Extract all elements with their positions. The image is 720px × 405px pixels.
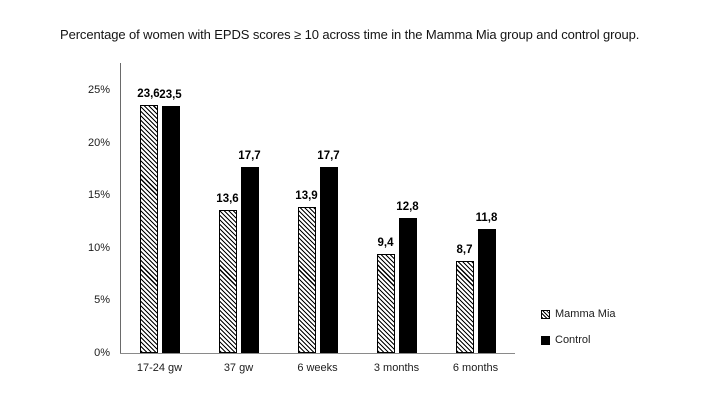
y-tick-label: 5% <box>94 294 110 307</box>
x-category-label: 17-24 gw <box>136 362 183 374</box>
chart-title: Percentage of women with EPDS scores ≥ 1… <box>60 27 640 42</box>
bar-control <box>240 166 259 353</box>
y-tick-label: 10% <box>87 241 110 254</box>
bar-mamma-mia <box>297 206 316 353</box>
bar-value-label: 11,8 <box>475 211 498 224</box>
bar-value-label: 17,7 <box>238 149 261 162</box>
bar-value-label: 17,7 <box>317 149 340 162</box>
y-axis-line <box>120 63 121 353</box>
x-category-label: 3 months <box>373 362 420 374</box>
bar-value-label: 13,6 <box>216 192 239 205</box>
bar-value-label: 8,7 <box>456 244 473 257</box>
bar-control <box>161 105 180 353</box>
bar-control <box>477 228 496 353</box>
bar-control <box>398 218 417 353</box>
x-category-label: 6 months <box>452 362 499 374</box>
bar-value-label: 9,4 <box>377 237 394 250</box>
legend-item: Control <box>541 327 616 353</box>
bar-mamma-mia <box>376 254 395 353</box>
legend-hatch-swatch-icon <box>541 309 550 319</box>
legend-label: Control <box>555 334 591 346</box>
bar-value-label: 12,8 <box>396 201 419 214</box>
x-axis-line <box>120 353 515 354</box>
x-category-label: 6 weeks <box>297 362 338 374</box>
y-tick-label: 25% <box>87 84 110 96</box>
bar-value-label: 13,9 <box>295 189 318 202</box>
legend-solid-swatch-icon <box>541 335 550 345</box>
legend-label: Mamma Mia <box>555 308 616 320</box>
legend-item: Mamma Mia <box>541 301 616 327</box>
bar-mamma-mia <box>139 104 158 353</box>
bar-value-label: 23,5 <box>159 88 182 101</box>
x-category-label: 37 gw <box>223 362 254 374</box>
bar-control <box>319 166 338 353</box>
bar-mamma-mia <box>455 261 474 353</box>
bar-value-label: 23,6 <box>137 87 160 100</box>
bar-mamma-mia <box>218 209 237 353</box>
legend: Mamma Mia Control <box>541 301 616 353</box>
y-tick-label: 15% <box>87 189 110 202</box>
y-tick-label: 0% <box>94 347 110 359</box>
y-tick-label: 20% <box>87 136 110 149</box>
